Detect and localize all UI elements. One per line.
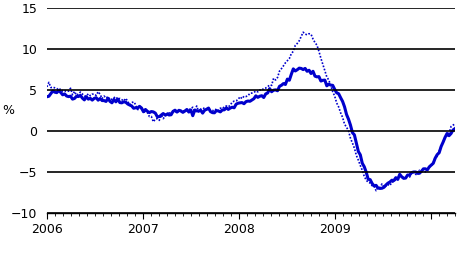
Line: Mekki: Mekki [47, 68, 455, 188]
Markki [144, 111, 150, 114]
Y-axis label: %: % [2, 104, 14, 117]
Markki [336, 105, 341, 109]
Mekki [296, 67, 302, 70]
Markki [186, 108, 192, 111]
Mekki [377, 187, 383, 190]
Markki [44, 85, 50, 88]
Markki [74, 94, 79, 97]
Mekki [144, 110, 150, 113]
Mekki [44, 95, 50, 98]
Mekki [74, 95, 79, 98]
Mekki [442, 136, 448, 139]
Markki [442, 136, 448, 139]
Markki [312, 41, 318, 44]
Mekki [312, 75, 318, 78]
Line: Markki: Markki [47, 32, 455, 191]
Markki [373, 189, 379, 192]
Markki [452, 122, 458, 126]
Mekki [452, 127, 458, 130]
Mekki [186, 110, 192, 114]
Markki [300, 31, 306, 34]
Mekki [336, 92, 341, 95]
